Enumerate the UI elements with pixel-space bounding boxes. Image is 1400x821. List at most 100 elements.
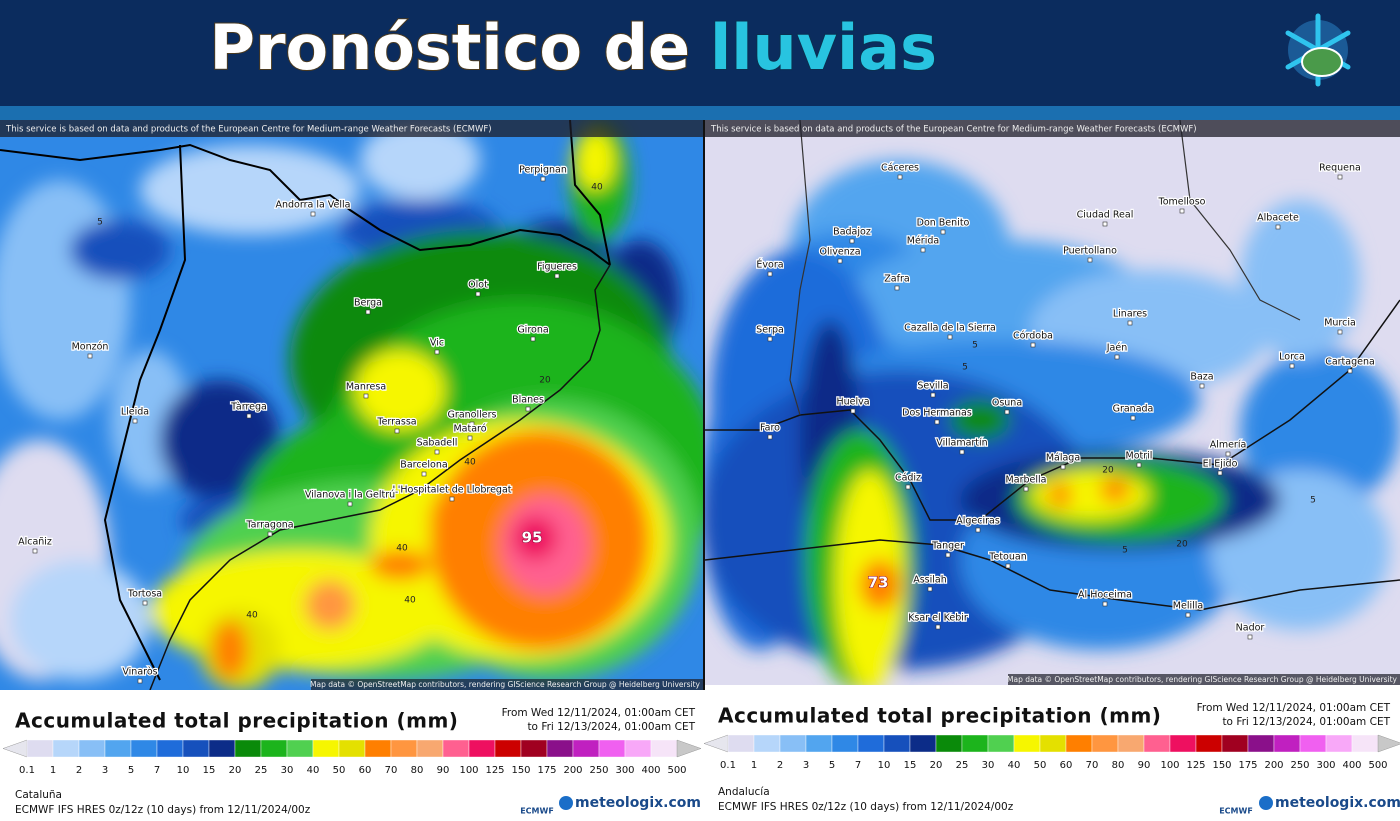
city-label: Berga	[354, 298, 382, 309]
map-cataluna: Perpignan Andorra la Vella Figueres Olot Ber…	[0, 120, 703, 690]
legend-label: 150	[511, 765, 530, 776]
city-marker	[530, 336, 536, 342]
city-marker	[525, 406, 531, 412]
attribution: This service is based on data and produc…	[710, 125, 1197, 135]
city-label: Córdoba	[1013, 331, 1053, 342]
coast	[705, 299, 1400, 611]
legend-box	[779, 734, 807, 753]
model-info: ECMWF IFS HRES 0z/12z (10 days) from 12/…	[15, 804, 311, 816]
legend-label: 7	[855, 760, 861, 771]
city-marker	[1337, 329, 1343, 335]
city-label: Tetouan	[988, 552, 1026, 563]
city-label: Barcelona	[400, 460, 447, 471]
city-label: Sevilla	[917, 381, 948, 392]
city-marker	[87, 353, 93, 359]
legend-label: 125	[485, 765, 504, 776]
legend-label: 10	[878, 760, 891, 771]
legend-label: 60	[359, 765, 372, 776]
city-label: Al Hoceima	[1078, 590, 1132, 601]
legend-label: 15	[203, 765, 216, 776]
legend-box	[857, 734, 885, 753]
city-label: Ciudad Real	[1077, 210, 1134, 221]
legend-box	[286, 739, 314, 758]
legend-label: 40	[1008, 760, 1021, 771]
period-from: From Wed 12/11/2024, 01:00am CET	[1197, 702, 1391, 714]
legend-label: 20	[930, 760, 943, 771]
city-label: Requena	[1319, 163, 1361, 174]
city-marker	[837, 258, 843, 264]
region: Andalucía	[718, 786, 770, 798]
legend-label: 3	[803, 760, 809, 771]
legend-box	[1247, 734, 1275, 753]
rain-area	[355, 350, 445, 430]
city-label: Motril	[1126, 451, 1153, 462]
city-label: Vinaròs	[122, 667, 157, 678]
rain-area	[575, 130, 615, 190]
city-label: Albacete	[1257, 213, 1299, 224]
contour-label: 20	[1102, 466, 1114, 476]
legend-box	[1013, 734, 1041, 753]
city-marker	[1217, 470, 1223, 476]
city-label: Figueres	[537, 262, 577, 273]
city-label: Faro	[760, 423, 780, 434]
ecmwf-logo: ECMWF	[520, 807, 554, 816]
city-marker	[1185, 612, 1191, 618]
meteologix-icon	[559, 796, 573, 810]
legend-box	[961, 734, 989, 753]
legend-box	[1273, 734, 1301, 753]
legend-label: 25	[956, 760, 969, 771]
city-label: Terrassa	[376, 417, 416, 428]
city-label: Dos Hermanas	[902, 408, 972, 419]
city-label: Nador	[1236, 623, 1265, 634]
legend-box	[130, 739, 158, 758]
legend-box	[805, 734, 833, 753]
legend-label: 7	[154, 765, 160, 776]
legend-label: 500	[667, 765, 686, 776]
legend-box	[208, 739, 236, 758]
rain-area	[160, 380, 280, 500]
city-label: Cáceres	[881, 163, 919, 174]
legend-box	[1039, 734, 1067, 753]
legend-box	[156, 739, 184, 758]
contour-label: 5	[1310, 496, 1316, 506]
legend-box	[572, 739, 600, 758]
city-label: Tanger	[931, 541, 964, 552]
rain-area	[513, 516, 557, 560]
meteologix-icon	[1259, 796, 1273, 810]
ecmwf-logo: ECMWF	[1219, 807, 1253, 816]
legend-box	[312, 739, 340, 758]
attribution-bar	[705, 120, 1400, 137]
legend-label: 0.1	[720, 760, 736, 771]
legend-arrow-left	[703, 734, 729, 753]
city-marker	[267, 531, 273, 537]
city-marker	[945, 552, 951, 558]
contour-label: 5	[97, 218, 103, 228]
legend-box	[909, 734, 937, 753]
contour-label: 5	[962, 363, 968, 373]
legend-box	[26, 739, 54, 758]
city-marker	[132, 418, 138, 424]
city-marker	[1247, 634, 1253, 640]
city-marker	[934, 419, 940, 425]
city-label: Serpa	[756, 325, 784, 336]
contour-label: 20	[1176, 540, 1188, 550]
legend-box	[753, 734, 781, 753]
rain-area	[950, 400, 1010, 440]
legend-box	[234, 739, 262, 758]
legend-label: 500	[1368, 760, 1387, 771]
city-marker	[935, 624, 941, 630]
city-marker	[1114, 354, 1120, 360]
legend-label: 175	[1238, 760, 1257, 771]
overlays: Accumulated total precipitation (mm) From…	[2, 120, 1400, 816]
rain-area	[370, 550, 430, 580]
city-marker	[1136, 462, 1142, 468]
city-marker	[940, 229, 946, 235]
legend-label: 400	[1342, 760, 1361, 771]
city-marker	[1030, 342, 1036, 348]
legend-label: 1	[50, 765, 56, 776]
contour-label: 40	[396, 544, 408, 554]
rain-area	[212, 620, 248, 680]
legend-label: 250	[1290, 760, 1309, 771]
city-marker	[137, 678, 143, 684]
